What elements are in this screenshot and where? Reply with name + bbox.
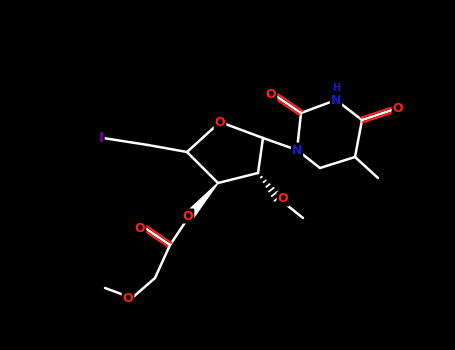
Text: O: O	[183, 210, 193, 223]
Text: H: H	[332, 83, 340, 93]
Text: O: O	[393, 103, 403, 116]
Text: N: N	[331, 93, 341, 106]
Text: N: N	[292, 144, 302, 156]
Text: O: O	[278, 193, 288, 205]
Text: O: O	[123, 293, 133, 306]
Polygon shape	[187, 183, 218, 218]
Text: O: O	[215, 116, 225, 128]
Text: O: O	[135, 223, 145, 236]
Text: O: O	[266, 89, 276, 101]
Text: I: I	[98, 131, 104, 145]
